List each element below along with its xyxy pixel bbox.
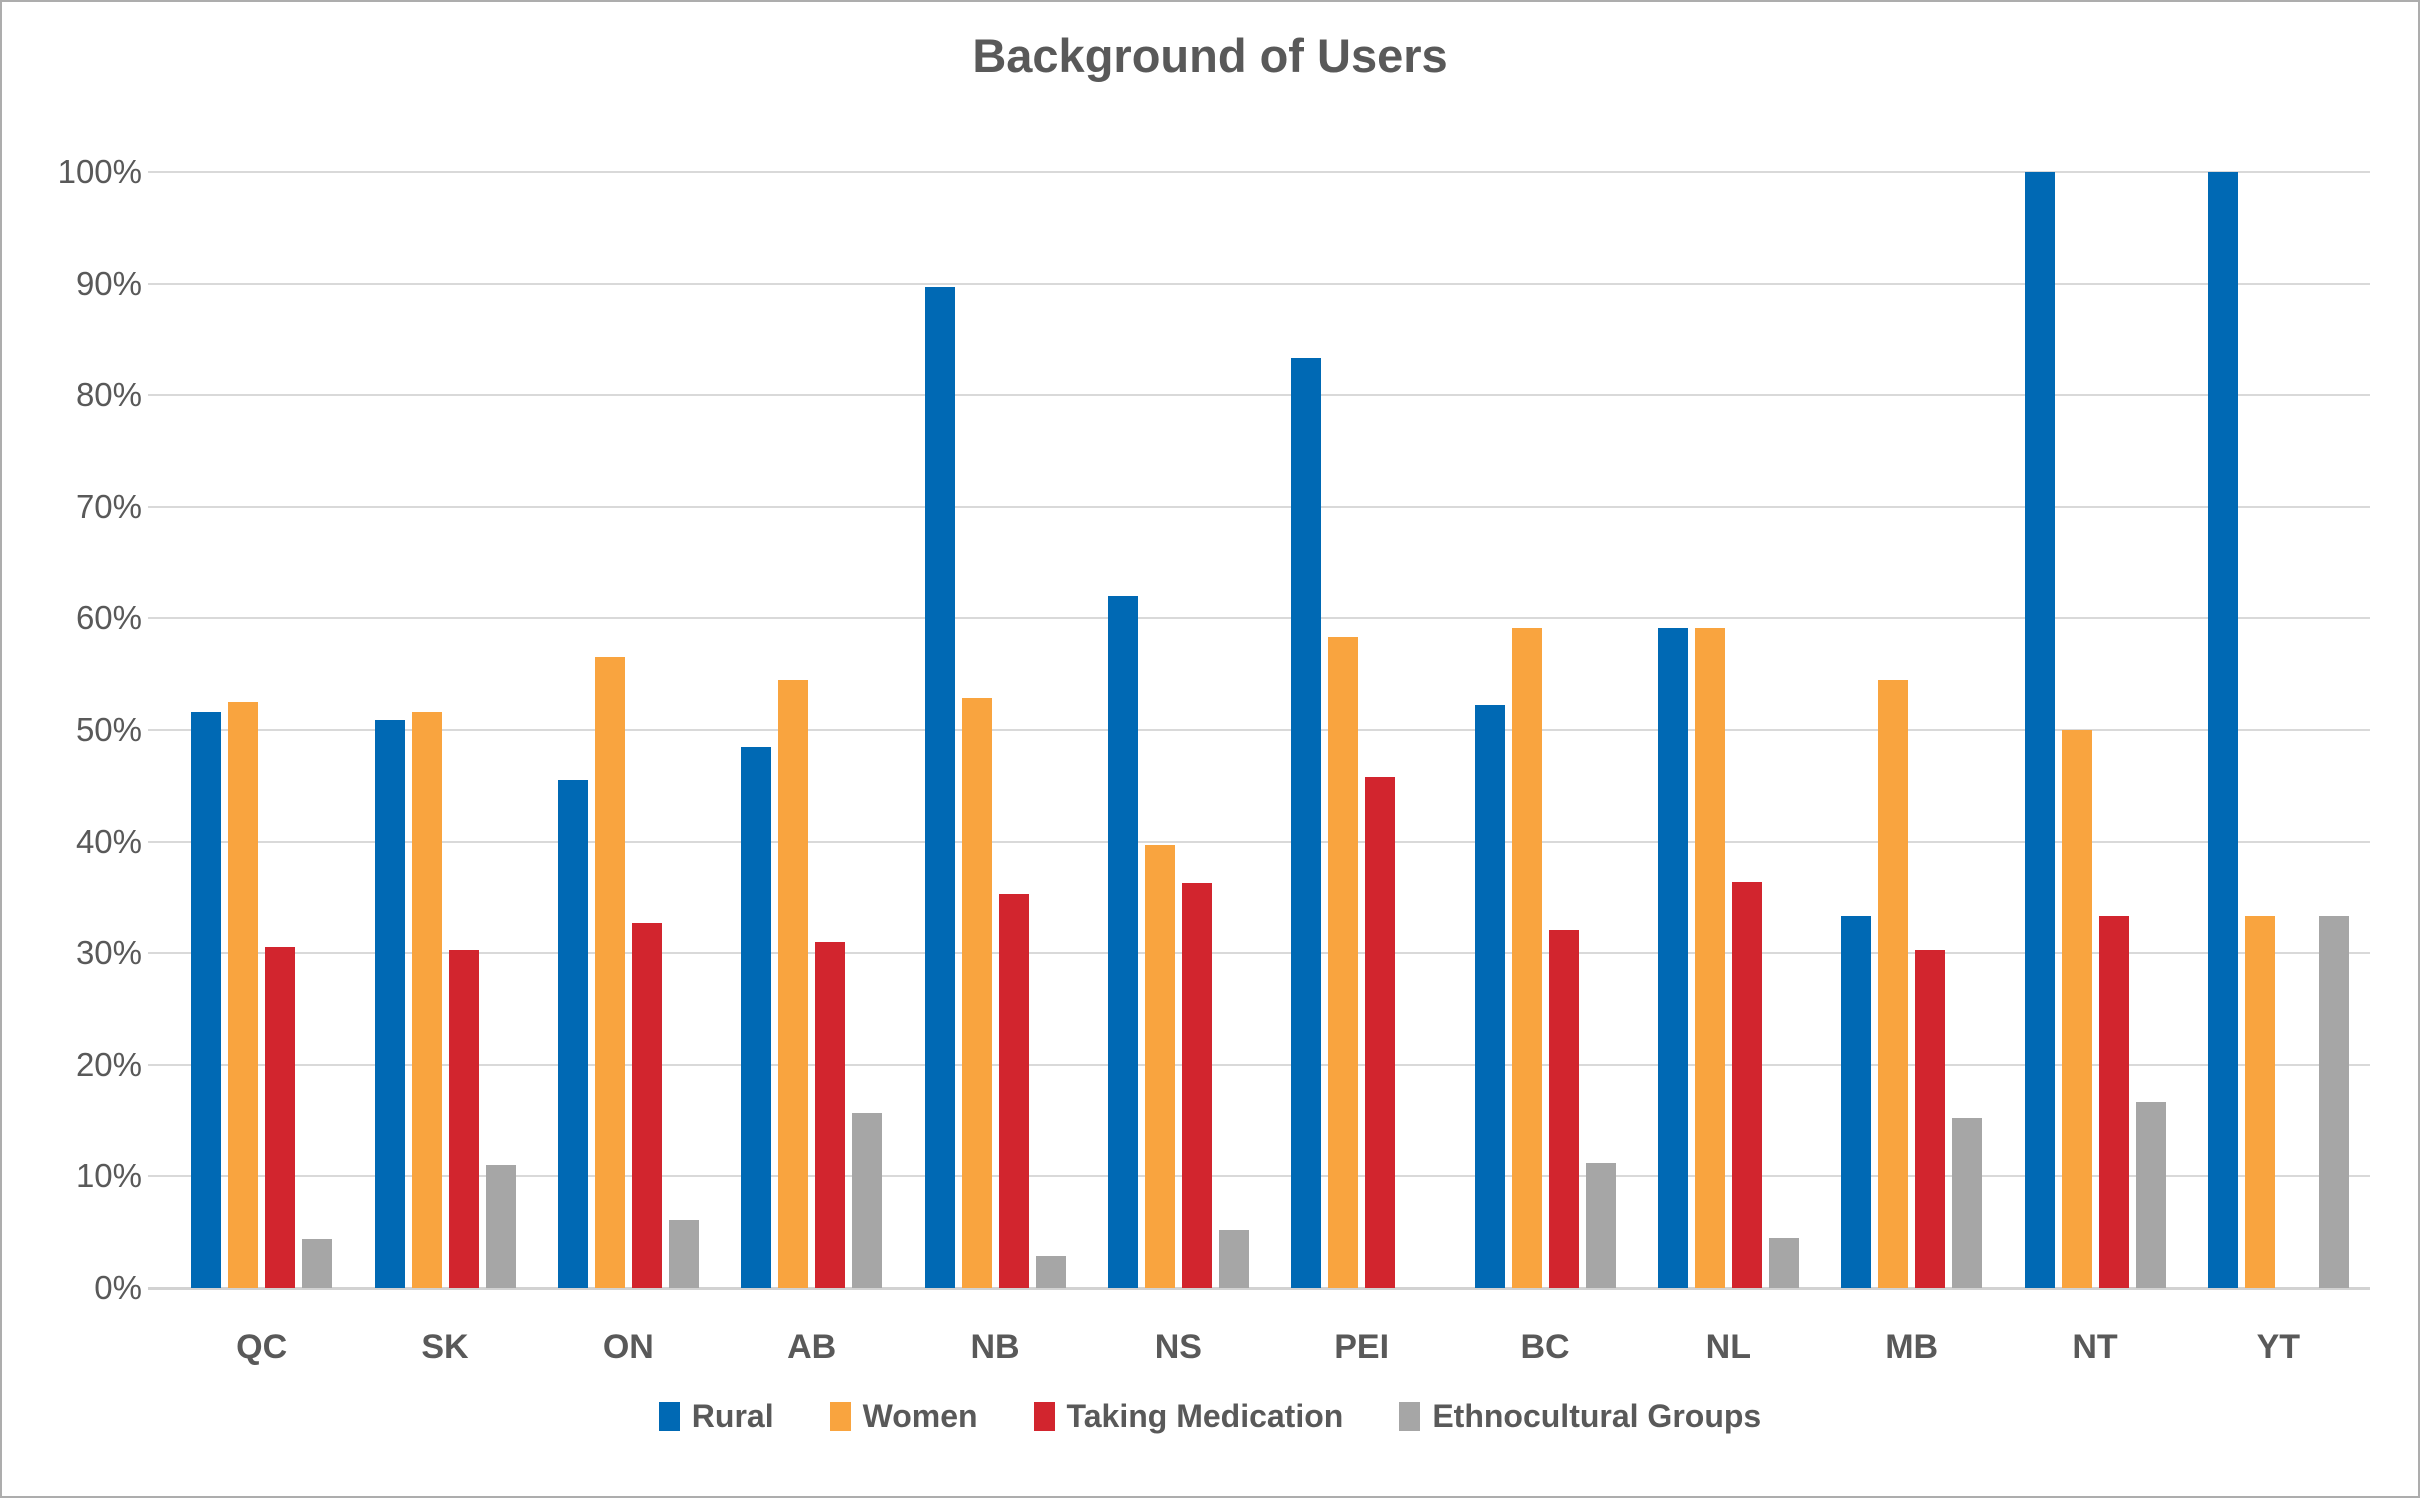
chart-title: Background of Users bbox=[972, 29, 1448, 82]
gridline bbox=[148, 1175, 2370, 1178]
x-tick-label-bc: BC bbox=[1520, 1328, 1570, 1366]
legend-item-ethnocultural-groups: Ethnocultural Groups bbox=[1399, 1398, 1761, 1435]
legend-item-taking-medication: Taking Medication bbox=[1033, 1398, 1344, 1435]
bar-nb-ethnocultural-groups bbox=[1035, 1255, 1066, 1288]
x-tick-label-mb: MB bbox=[1885, 1328, 1939, 1366]
y-tick-label: 10% bbox=[75, 1157, 142, 1195]
y-tick-label: 30% bbox=[75, 934, 142, 972]
bar-ab-rural bbox=[741, 746, 772, 1288]
bar-pei-taking-medication bbox=[1365, 776, 1396, 1288]
bar-ns-rural bbox=[1107, 596, 1138, 1288]
legend-item-rural: Rural bbox=[658, 1398, 774, 1435]
bar-nt-taking-medication bbox=[2098, 916, 2129, 1288]
y-tick-label: 40% bbox=[75, 822, 142, 860]
gridline bbox=[148, 840, 2370, 843]
plot-area: 0% 10% 20% 30% 40% 50% 60% 70% 80% 90% 100% QC SK ON… bbox=[58, 153, 2370, 1366]
bar-nt-ethnocultural-groups bbox=[2135, 1101, 2166, 1288]
gridline bbox=[148, 394, 2370, 397]
gridline bbox=[148, 171, 2370, 173]
bar-on-ethnocultural-groups bbox=[668, 1219, 699, 1288]
bar-bc-taking-medication bbox=[1548, 929, 1579, 1288]
y-tick-label: 70% bbox=[75, 487, 142, 525]
bar-nt-women bbox=[2061, 730, 2092, 1288]
y-tick-label: 100% bbox=[57, 153, 142, 190]
legend-label: Rural bbox=[691, 1398, 774, 1434]
bar-yt-women bbox=[2244, 916, 2275, 1288]
bar-pei-women bbox=[1328, 637, 1359, 1288]
legend: Rural Women Taking Medication Ethnocultural… bbox=[2, 1398, 2418, 1435]
bar-qc-rural bbox=[191, 712, 222, 1288]
gridline bbox=[148, 729, 2370, 731]
x-axis-line bbox=[148, 1287, 2370, 1290]
bar-on-rural bbox=[557, 780, 588, 1288]
bar-bc-rural bbox=[1474, 705, 1505, 1288]
bar-sk-ethnocultural-groups bbox=[485, 1165, 516, 1288]
legend-item-women: Women bbox=[829, 1398, 978, 1435]
gridline bbox=[148, 1063, 2370, 1066]
bar-nl-ethnocultural-groups bbox=[1768, 1237, 1799, 1288]
bar-qc-ethnocultural-groups bbox=[302, 1238, 333, 1288]
gridline bbox=[148, 505, 2370, 508]
y-tick-label: 0% bbox=[94, 1269, 142, 1306]
y-tick-label: 60% bbox=[75, 599, 142, 637]
legend-label: Women bbox=[862, 1398, 978, 1434]
bar-qc-taking-medication bbox=[265, 946, 296, 1288]
legend-label: Ethnocultural Groups bbox=[1432, 1398, 1762, 1434]
bar-bc-ethnocultural-groups bbox=[1585, 1163, 1616, 1288]
bar-mb-taking-medication bbox=[1915, 949, 1946, 1288]
y-tick-label: 80% bbox=[75, 376, 142, 414]
x-tick-label-ab: AB bbox=[787, 1328, 837, 1366]
gridline bbox=[148, 952, 2370, 955]
bar-on-taking-medication bbox=[631, 923, 662, 1288]
bar-nl-women bbox=[1694, 628, 1725, 1288]
bar-bc-women bbox=[1511, 628, 1542, 1288]
bar-ab-ethnocultural-groups bbox=[852, 1112, 883, 1288]
x-tick-label-ns: NS bbox=[1154, 1328, 1202, 1366]
bar-ab-taking-medication bbox=[815, 942, 846, 1288]
bar-ns-women bbox=[1144, 844, 1175, 1288]
x-tick-label-on: ON bbox=[602, 1328, 654, 1366]
bar-mb-ethnocultural-groups bbox=[1952, 1118, 1983, 1288]
x-tick-label-sk: SK bbox=[421, 1328, 469, 1366]
bar-ab-women bbox=[778, 679, 809, 1288]
y-tick-label: 20% bbox=[75, 1045, 142, 1083]
bar-ns-ethnocultural-groups bbox=[1218, 1229, 1249, 1288]
bar-nl-rural bbox=[1657, 628, 1688, 1288]
x-tick-label-qc: QC bbox=[236, 1328, 288, 1366]
bar-qc-women bbox=[228, 702, 259, 1288]
bar-nt-rural bbox=[2024, 172, 2055, 1288]
bar-nb-rural bbox=[924, 286, 955, 1288]
bar-ns-taking-medication bbox=[1181, 882, 1212, 1288]
bar-nl-taking-medication bbox=[1731, 881, 1762, 1288]
bar-sk-rural bbox=[374, 719, 405, 1288]
bar-sk-taking-medication bbox=[448, 949, 479, 1288]
x-tick-label-nl: NL bbox=[1705, 1328, 1751, 1366]
x-tick-label-pei: PEI bbox=[1334, 1328, 1390, 1366]
gridline bbox=[148, 617, 2370, 620]
bar-on-women bbox=[594, 657, 625, 1288]
legend-marker-icon bbox=[829, 1402, 851, 1431]
bar-pei-rural bbox=[1291, 358, 1322, 1288]
x-tick-label-nt: NT bbox=[2072, 1328, 2118, 1366]
legend-label: Taking Medication bbox=[1066, 1398, 1344, 1434]
y-tick-label: 90% bbox=[75, 264, 142, 302]
bar-yt-rural bbox=[2207, 172, 2238, 1288]
bar-mb-rural bbox=[1841, 916, 1872, 1288]
legend-marker-icon bbox=[1033, 1402, 1055, 1431]
x-tick-label-yt: YT bbox=[2256, 1328, 2301, 1366]
gridline bbox=[148, 282, 2370, 285]
bar-nb-taking-medication bbox=[998, 894, 1029, 1288]
y-tick-label: 50% bbox=[75, 711, 142, 748]
legend-marker-icon bbox=[658, 1402, 680, 1431]
bar-yt-ethnocultural-groups bbox=[2318, 916, 2349, 1288]
bar-mb-women bbox=[1878, 679, 1909, 1288]
x-tick-label-nb: NB bbox=[970, 1328, 1020, 1366]
legend-marker-icon bbox=[1399, 1402, 1421, 1431]
bar-sk-women bbox=[411, 712, 442, 1288]
bar-nb-women bbox=[961, 697, 992, 1288]
